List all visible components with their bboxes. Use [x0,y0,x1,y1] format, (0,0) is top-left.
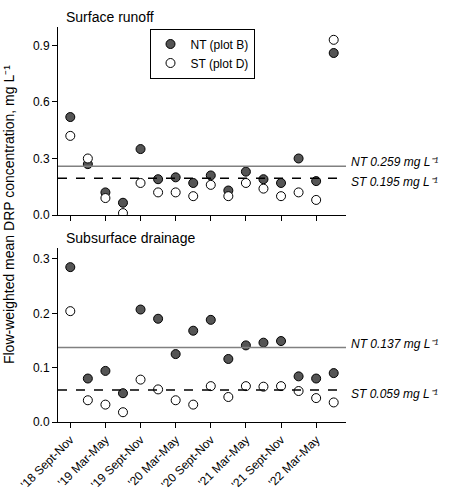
svg-text:0.6: 0.6 [33,95,50,109]
svg-text:0.1: 0.1 [33,361,50,375]
svg-text:'21 Sept-Nov: '21 Sept-Nov [229,433,288,492]
svg-text:0.3: 0.3 [33,152,50,166]
svg-text:ST 0.059 mg L⁻¹: ST 0.059 mg L⁻¹ [351,387,438,401]
svg-text:'21 Mar-May: '21 Mar-May [195,433,252,490]
svg-text:'20 Mar-May: '20 Mar-May [125,433,182,490]
svg-text:0.3: 0.3 [33,252,50,266]
svg-text:Flow-weighted mean DRP concent: Flow-weighted mean DRP concentration, mg… [1,65,17,364]
svg-text:'20 Sept-Nov: '20 Sept-Nov [158,433,217,492]
svg-text:0.9: 0.9 [33,39,50,53]
svg-text:'22 Mar-May: '22 Mar-May [266,433,323,490]
svg-text:'19 Mar-May: '19 Mar-May [55,433,112,490]
svg-text:'19 Sept-Nov: '19 Sept-Nov [88,433,147,492]
svg-text:NT 0.137 mg L⁻¹: NT 0.137 mg L⁻¹ [351,337,438,351]
svg-text:ST (plot D): ST (plot D) [191,57,249,71]
svg-text:0.0: 0.0 [33,208,50,222]
svg-text:NT (plot B): NT (plot B) [191,38,249,52]
svg-text:Surface runoff: Surface runoff [66,9,154,25]
svg-text:Subsurface drainage: Subsurface drainage [66,230,195,246]
svg-text:ST 0.195 mg L⁻¹: ST 0.195 mg L⁻¹ [351,175,438,189]
svg-text:NT 0.259 mg L⁻¹: NT 0.259 mg L⁻¹ [351,155,438,169]
svg-text:0.2: 0.2 [33,307,50,321]
svg-text:'18 Sept-Nov: '18 Sept-Nov [18,433,77,492]
svg-text:0.0: 0.0 [33,415,50,429]
